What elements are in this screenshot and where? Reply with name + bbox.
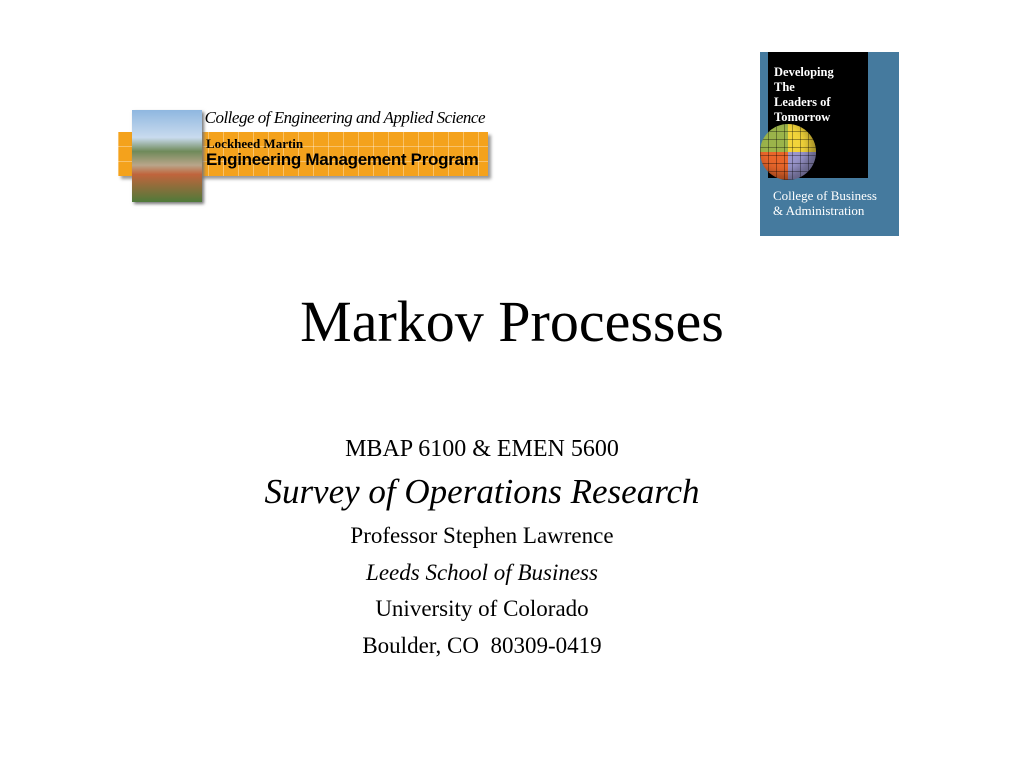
course-number: MBAP 6100 & EMEN 5600 xyxy=(345,436,619,462)
slide-title: Markov Processes xyxy=(300,289,724,354)
course-title: Survey of Operations Research xyxy=(264,472,700,511)
logo-line1: Lockheed Martin xyxy=(206,136,304,151)
school-name: Leeds School of Business xyxy=(366,560,598,585)
tagline-line: The xyxy=(774,80,795,94)
professor-name: Professor Stephen Lawrence xyxy=(350,523,614,548)
name-line: College of Business xyxy=(773,188,877,203)
globe-icon xyxy=(760,124,816,180)
business-college-logo: Developing The Leaders of Tomorrow Colle… xyxy=(760,52,899,236)
tagline-line: Leaders of xyxy=(774,95,831,109)
tagline-line: Tomorrow xyxy=(774,110,831,124)
address: Boulder, CO 80309-0419 xyxy=(362,633,602,658)
logo-college-text: College of Engineering and Applied Scien… xyxy=(204,108,486,127)
name-line: & Administration xyxy=(773,203,865,218)
university-name: University of Colorado xyxy=(375,596,589,621)
campus-photo xyxy=(132,110,202,202)
tagline-line: Developing xyxy=(774,65,834,79)
logo-line2: Engineering Management Program xyxy=(206,150,479,169)
engineering-management-logo: College of Engineering and Applied Scien… xyxy=(112,102,497,207)
logo-college-name: College of Business & Administration xyxy=(773,188,877,218)
logo-tagline: Developing The Leaders of Tomorrow xyxy=(774,65,834,125)
